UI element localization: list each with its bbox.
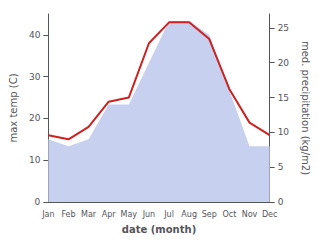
svg-text:40: 40 xyxy=(29,30,41,40)
svg-text:Mar: Mar xyxy=(81,210,97,219)
svg-text:Feb: Feb xyxy=(61,210,75,219)
svg-text:20: 20 xyxy=(29,113,41,123)
svg-text:20: 20 xyxy=(278,58,290,68)
svg-text:Jun: Jun xyxy=(142,210,156,219)
svg-text:10: 10 xyxy=(29,155,41,165)
svg-text:0: 0 xyxy=(35,197,41,207)
svg-text:Sep: Sep xyxy=(202,210,217,219)
svg-text:med. precipitation (kg/m2): med. precipitation (kg/m2) xyxy=(300,41,311,175)
svg-text:Apr: Apr xyxy=(102,210,117,219)
svg-text:0: 0 xyxy=(278,197,284,207)
svg-text:25: 25 xyxy=(278,23,289,33)
svg-text:Dec: Dec xyxy=(262,210,277,219)
svg-text:10: 10 xyxy=(278,127,290,137)
svg-text:Jul: Jul xyxy=(163,210,174,219)
svg-text:May: May xyxy=(121,210,138,219)
svg-text:date (month): date (month) xyxy=(122,224,196,235)
svg-text:Nov: Nov xyxy=(242,210,258,219)
svg-text:Aug: Aug xyxy=(181,210,197,219)
svg-text:max temp (C): max temp (C) xyxy=(8,73,19,142)
svg-text:Jan: Jan xyxy=(41,210,54,219)
svg-text:Oct: Oct xyxy=(222,210,236,219)
svg-text:30: 30 xyxy=(29,72,41,82)
svg-text:5: 5 xyxy=(278,162,284,172)
svg-text:15: 15 xyxy=(278,93,289,103)
